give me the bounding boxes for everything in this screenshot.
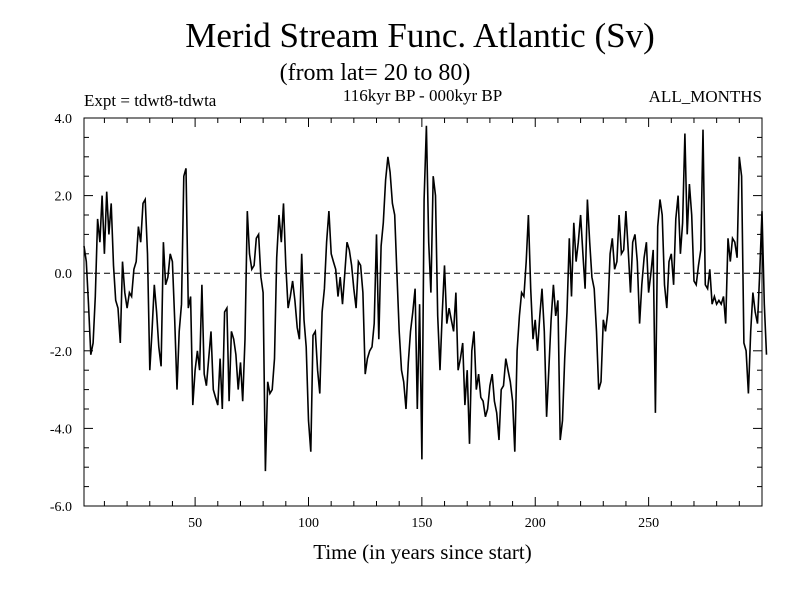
y-tick-label: 4.0: [55, 112, 73, 127]
chart-subtitle: (from lat= 20 to 80): [279, 60, 471, 86]
x-tick-label: 250: [638, 516, 659, 531]
axis-tick-labels: 50 100 150 200 250 -6.0 -4.0 -2.0 0.0 2.0 4.0: [50, 112, 659, 531]
chart-title: Merid Stream Func. Atlantic (Sv): [185, 16, 655, 55]
period-label: 116kyr BP - 000kyr BP: [342, 86, 503, 105]
months-label: ALL_MONTHS: [648, 87, 762, 106]
x-tick-label: 100: [298, 516, 319, 531]
series-line: [83, 125, 768, 472]
x-tick-label: 200: [525, 516, 546, 531]
x-axis-label: Time (in years since start): [313, 540, 532, 564]
x-tick-label: 150: [411, 516, 432, 531]
y-tick-label: -6.0: [50, 500, 72, 515]
y-tick-label: 0.0: [55, 267, 73, 282]
experiment-label: Expt = tdwt8-tdwta: [84, 91, 217, 110]
y-tick-label: 2.0: [55, 190, 73, 205]
x-tick-label: 50: [188, 516, 202, 531]
y-tick-label: -4.0: [50, 422, 72, 437]
y-tick-label: -2.0: [50, 345, 72, 360]
plot-frame: [83, 117, 763, 507]
